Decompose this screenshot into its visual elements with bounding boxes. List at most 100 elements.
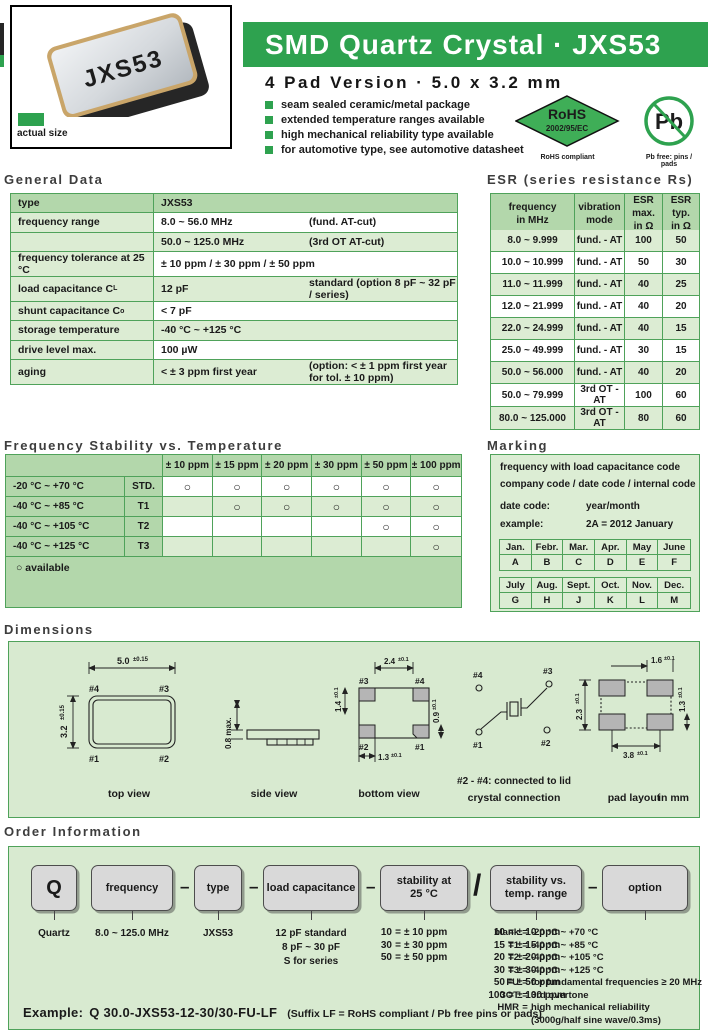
row-label: storage temperature [18, 324, 120, 337]
svg-text:±0.1: ±0.1 [637, 751, 648, 757]
availability-mark: ○ [312, 477, 362, 497]
row-value: 8.0 ~ 56.0 MHz [161, 216, 233, 229]
view-label: crystal connection [467, 792, 561, 804]
crystal-connection-drawing: #4 #3 #1 #2 [473, 666, 553, 750]
availability-mark [361, 537, 412, 557]
table-row: 22.0 ~ 24.999 fund. - AT 40 15 [491, 318, 699, 340]
svg-text:#3: #3 [543, 666, 553, 676]
bottom-view-drawing: 2.4 ±0.1 #3 #4 #2 #1 1.4 ±0.1 0.9 ±0.1 1… [334, 657, 444, 762]
legend-circle-icon: ○ [16, 562, 23, 574]
availability-mark [212, 517, 263, 537]
availability-mark [262, 517, 312, 537]
bullet-square-icon [265, 131, 273, 139]
row-value: 100 µW [161, 343, 198, 356]
list-item: for automotive type, see automotive data… [265, 144, 525, 156]
availability-mark: ○ [163, 477, 213, 497]
col-header: ESR typ. [670, 195, 692, 219]
table-row: -20 °C ~ +70 °C STD. ○ ○ ○ ○ ○ ○ [6, 477, 461, 497]
row-value: < 7 pF [161, 305, 192, 318]
availability-mark: ○ [212, 477, 263, 497]
example-label: Example: [23, 1005, 84, 1020]
availability-mark: ○ [361, 517, 412, 537]
connection-note: #2 - #4: connected to lid [457, 776, 571, 787]
page-title: SMD Quartz Crystal · JXS53 [243, 22, 708, 67]
product-photo-frame: JXS53 actual size [10, 5, 232, 149]
section-title-stability: Frequency Stability vs. Temperature [4, 438, 283, 453]
svg-text:±0.1: ±0.1 [334, 687, 340, 698]
row-value: -40 °C ~ +125 °C [161, 324, 242, 337]
table-row: -40 °C ~ +85 °C T1 ○ ○ ○ ○ ○ [6, 497, 461, 517]
order-caption-type: JXS53 [202, 928, 234, 939]
separator-dash: – [366, 877, 376, 896]
feature-text: extended temperature ranges available [281, 114, 485, 126]
table-row: 80.0 ~ 125.000 3rd OT - AT 80 60 [491, 407, 699, 429]
availability-mark: ○ [262, 477, 312, 497]
svg-text:±0.1: ±0.1 [664, 656, 675, 662]
row-label-sub: L [113, 285, 118, 293]
view-label: side view [250, 788, 298, 800]
separator-dash: – [180, 877, 190, 896]
col-header: ± 10 ppm [163, 455, 213, 477]
connector-tick [54, 911, 55, 920]
order-caption-quartz: Quartz [38, 928, 70, 939]
row-label: frequency tolerance at 25 °C [18, 251, 145, 276]
top-view-drawing: 5.0 ±0.15 #4 #3 #1 #2 3.2 ±0.15 [59, 656, 176, 764]
order-box-type: type [194, 865, 242, 911]
svg-text:±0.1: ±0.1 [398, 657, 409, 663]
order-box-load-capacitance: load capacitance [263, 865, 359, 911]
svg-text:3.8: 3.8 [623, 751, 635, 760]
pb-free-badge: Pb Pb free: pins / pads [638, 95, 700, 168]
availability-mark: ○ [411, 537, 461, 557]
order-caption-load: 12 pF standard 8 pF ~ 30 pF S for series [275, 928, 347, 967]
svg-text:±0.15: ±0.15 [133, 657, 149, 663]
col-header: ± 15 ppm [212, 455, 263, 477]
bullet-square-icon [265, 146, 273, 154]
feature-text: for automotive type, see automotive data… [281, 144, 524, 156]
availability-mark: ○ [312, 497, 362, 517]
svg-text:#4: #4 [415, 676, 425, 686]
pb-caption: Pb free: pins / pads [645, 154, 693, 168]
order-example: Example: Q 30.0-JXS53-12-30/30-FU-LF (Su… [23, 1005, 542, 1020]
table-row: drive level max. 100 µW [11, 340, 457, 360]
stability-table: ± 10 ppm ± 15 ppm ± 20 ppm ± 30 ppm ± 50… [5, 454, 462, 608]
table-row: 50.0 ~ 125.0 MHz (3rd OT AT-cut) [11, 232, 457, 252]
row-value: JXS53 [161, 197, 193, 210]
row-note: standard (option 8 pF ~ 32 pF / series) [309, 276, 456, 301]
example-value: 2A = 2012 January [586, 519, 674, 530]
table-header-row: frequency in MHz vibration mode ESR max. in… [491, 194, 699, 234]
svg-text:#2: #2 [359, 742, 369, 752]
svg-text:#2: #2 [159, 754, 169, 764]
pad-layout-drawing: 1.6 ±0.1 2.3 ±0.1 1.3 ±0.1 3.8 ±0.1 [575, 656, 690, 760]
col-header: ± 30 ppm [312, 455, 362, 477]
availability-mark [312, 537, 362, 557]
availability-mark: ○ [361, 477, 412, 497]
svg-text:5.0: 5.0 [117, 656, 130, 666]
row-label: drive level max. [18, 343, 97, 356]
page-edge-mark-dark [0, 23, 4, 55]
general-data-table: type JXS53 frequency range 8.0 ~ 56.0 MH… [10, 193, 458, 385]
section-title-esr: ESR (series resistance Rs) [487, 172, 694, 187]
row-label: type [18, 197, 40, 210]
example-code: Q 30.0-JXS53-12-30/30-FU-LF [89, 1005, 278, 1020]
order-box-frequency: frequency [91, 865, 173, 911]
table-footnote: ○ available [6, 557, 461, 607]
svg-text:#4: #4 [89, 684, 99, 694]
rohs-diamond-icon: RoHS 2002/95/EC [514, 95, 620, 147]
col-header: frequency [508, 201, 557, 213]
svg-text:1.6: 1.6 [651, 656, 663, 665]
marking-line: company code / date code / internal code [500, 479, 696, 490]
row-value: 12 pF [161, 282, 189, 295]
separator-dash: – [249, 877, 259, 896]
table-row: frequency range 8.0 ~ 56.0 MHz (fund. AT-… [11, 213, 457, 233]
marking-line: frequency with load capacitance code [500, 462, 681, 473]
availability-mark [312, 517, 362, 537]
order-caption-frequency: 8.0 ~ 125.0 MHz [95, 928, 169, 939]
page-edge-mark-green [0, 55, 4, 67]
actual-size-swatch [18, 113, 44, 126]
section-title-order: Order Information [4, 824, 142, 839]
dimensions-panel: 5.0 ±0.15 #4 #3 #1 #2 3.2 ±0.15 top view… [8, 641, 700, 818]
row-value: < ± 3 ppm first year [161, 365, 257, 378]
